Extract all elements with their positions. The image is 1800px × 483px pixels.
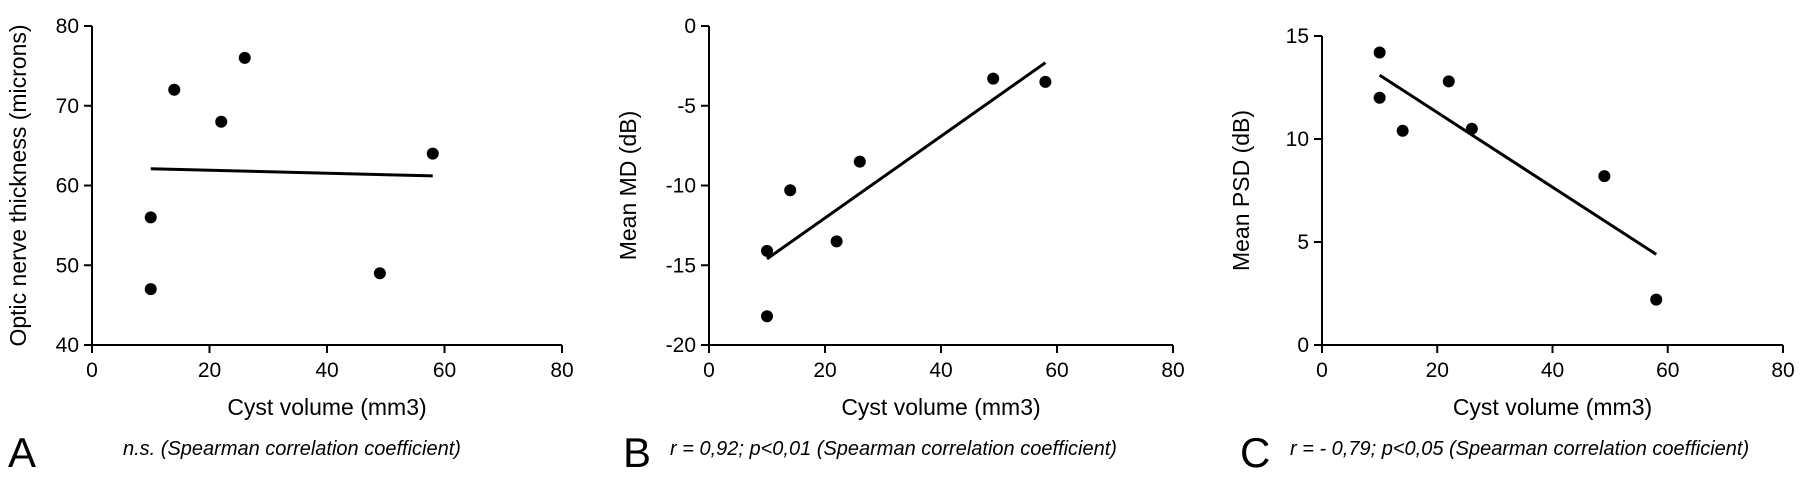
panel-b-x-tick-label: 80: [1161, 359, 1184, 382]
panel-a-x-tick-label: 0: [86, 359, 98, 382]
panel-a-data-point: [168, 83, 181, 96]
panel-a-y-tick-label: 80: [56, 15, 79, 38]
panel-a-data-point: [238, 51, 251, 64]
panel-c: 0 20 40 60 80 0 5 10 15 Cyst volume (mm3) Mean PSD…: [1228, 25, 1795, 420]
panel-b-data-point: [1039, 75, 1052, 88]
panel-b-x-axis-title: Cyst volume (mm3): [841, 394, 1040, 420]
panel-b-data-point: [761, 244, 773, 257]
panel-b: 0 20 40 60 80 -20 -15 -10 -5 0 Cyst volume (mm3) Me…: [615, 15, 1185, 420]
panel-b-data-point: [761, 310, 773, 323]
panel-b-x-tick-label: 20: [813, 359, 836, 382]
panel-a-y-axis-title: Optic nerve thickness (microns): [5, 24, 31, 346]
panel-c-caption: r = - 0,79; p<0,05 (Spearman correlation…: [1290, 438, 1750, 460]
panel-b-x-tick-label: 60: [1045, 359, 1068, 382]
panel-c-data-point: [1650, 293, 1663, 306]
panel-a-y-tick-label: 50: [56, 254, 79, 277]
panel-c-x-tick-label: 60: [1656, 359, 1679, 382]
panel-a-y-tick-label: 40: [56, 334, 79, 357]
panel-a-x-tick-label: 60: [433, 359, 456, 382]
panel-c-x-tick-label: 0: [1316, 359, 1328, 382]
panel-c-data-point: [1373, 91, 1386, 104]
panel-a-y-tick-label: 70: [56, 95, 79, 118]
panel-b-data-point: [987, 72, 1000, 85]
panel-a-data-point: [215, 115, 228, 128]
panel-a-regression-line: [150, 167, 433, 178]
panel-b-letter: B: [623, 429, 652, 476]
panel-c-y-tick-label: 5: [1297, 231, 1309, 254]
panel-a-x-axis-title: Cyst volume (mm3): [227, 394, 426, 420]
panel-c-data-point: [1396, 124, 1409, 137]
panel-c-x-tick-label: 80: [1771, 359, 1794, 382]
panel-a-data-point: [144, 283, 157, 296]
panel-a-caption: n.s. (Spearman correlation coefficient): [123, 438, 461, 460]
panel-c-letter: C: [1240, 429, 1271, 476]
panel-c-data-point: [1373, 46, 1386, 59]
panel-a-data-point: [144, 211, 157, 224]
panel-b-data-point: [784, 184, 797, 197]
panel-b-regression-line: [766, 61, 1047, 261]
panel-a: 0 20 40 60 80 40 50 60 70 80 Cyst volume (mm3) Opti…: [5, 15, 574, 420]
panel-b-data-point: [853, 155, 866, 168]
panel-c-x-axis-title: Cyst volume (mm3): [1453, 394, 1652, 420]
panel-a-data-point: [373, 267, 386, 280]
panel-b-caption: r = 0,92; p<0,01 (Spearman correlation c…: [670, 438, 1117, 460]
panel-b-data-point: [830, 235, 843, 248]
panel-b-y-tick-label: 0: [684, 15, 696, 38]
panel-b-y-axis-title: Mean MD (dB): [615, 111, 641, 261]
panel-a-x-tick-label: 20: [198, 359, 221, 382]
panel-a-letter: A: [8, 429, 37, 476]
panel-c-y-axis-title: Mean PSD (dB): [1228, 110, 1254, 271]
panel-c-x-tick-label: 20: [1426, 359, 1449, 382]
panel-c-data-point: [1442, 75, 1455, 88]
panel-a-x-tick-label: 80: [550, 359, 573, 382]
panel-b-y-tick-label: -10: [666, 175, 696, 198]
panel-c-y-tick-label: 10: [1286, 128, 1309, 151]
panel-a-x-tick-label: 40: [315, 359, 338, 382]
panel-c-data-point: [1465, 122, 1478, 135]
panel-b-x-tick-label: 40: [929, 359, 952, 382]
panel-b-y-tick-label: -20: [666, 334, 696, 357]
panel-c-y-tick-label: 0: [1297, 334, 1309, 357]
panel-c-data-point: [1598, 170, 1611, 183]
panel-b-y-tick-label: -5: [677, 95, 696, 118]
panel-c-regression-line: [1378, 73, 1658, 256]
panel-c-x-tick-label: 40: [1541, 359, 1564, 382]
panel-b-y-tick-label: -15: [666, 254, 696, 277]
panel-a-data-point: [426, 147, 439, 160]
panel-c-y-tick-label: 15: [1286, 25, 1309, 48]
panel-a-y-tick-label: 60: [56, 175, 79, 198]
panel-b-x-tick-label: 0: [703, 359, 715, 382]
